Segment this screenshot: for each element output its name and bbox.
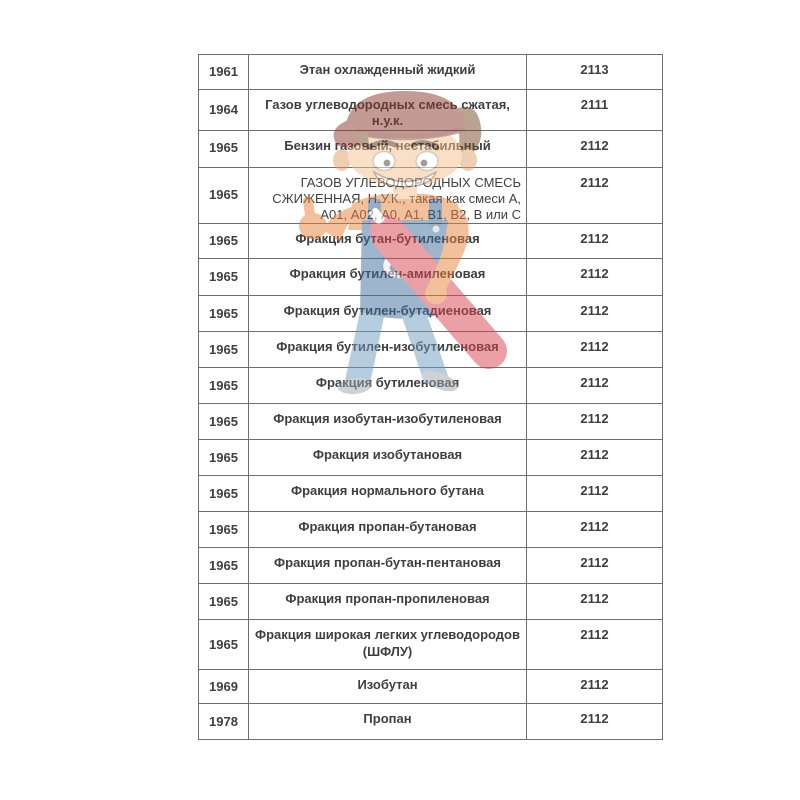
table-row: 1965 Фракция нормального бутана 2112 (198, 475, 663, 513)
table-row: 1965 Фракция изобутановая 2112 (198, 439, 663, 477)
code-cell: 2112 (526, 166, 663, 225)
year-cell: 1965 (198, 166, 249, 225)
year-cell: 1969 (198, 669, 249, 705)
description-cell: Изобутан (248, 669, 527, 705)
code-cell: 2112 (526, 295, 663, 333)
table-row: 1965 Бензин газовый, нестабильный 2112 (198, 129, 663, 168)
description-cell: Фракция бутилен-изобутиленовая (248, 331, 527, 369)
description-cell: Фракция широкая легких углеводородов (ШФ… (248, 619, 527, 671)
year-cell: 1965 (198, 439, 249, 477)
description-cell: ГАЗОВ УГЛЕВОДОРОДНЫХ СМЕСЬ СЖИЖЕННАЯ, Н.… (248, 166, 527, 225)
code-cell: 2112 (526, 511, 663, 549)
code-cell: 2112 (526, 223, 663, 260)
year-cell: 1965 (198, 129, 249, 168)
description-cell: Фракция изобутановая (248, 439, 527, 477)
year-cell: 1978 (198, 703, 249, 741)
code-cell: 2112 (526, 439, 663, 477)
table-row: 1964 Газов углеводородных смесь сжатая, н… (198, 89, 663, 131)
description-cell: Фракция бутан-бутиленовая (248, 223, 527, 260)
description-cell: Пропан (248, 703, 527, 741)
table-row: 1965 Фракция бутан-бутиленовая 2112 (198, 223, 663, 260)
code-cell: 2112 (526, 703, 663, 741)
table-row: 1969 Изобутан 2112 (198, 669, 663, 705)
code-cell: 2112 (526, 669, 663, 705)
year-cell: 1965 (198, 258, 249, 297)
description-cell: Фракция пропан-пропиленовая (248, 583, 527, 621)
description-cell: Фракция бутиленовая (248, 367, 527, 405)
table-row: 1965 Фракция бутилен-бутадиеновая 2112 (198, 295, 663, 333)
code-cell: 2112 (526, 258, 663, 297)
description-cell: Фракция пропан-бутановая (248, 511, 527, 549)
year-cell: 1961 (198, 54, 249, 90)
code-cell: 2112 (526, 403, 663, 441)
code-cell: 2112 (526, 129, 663, 168)
table-body: 1961 Этан охлажденный жидкий 2113 1964 Газов… (198, 54, 663, 741)
year-cell: 1965 (198, 223, 249, 260)
description-cell: Фракция изобутан-изобутиленовая (248, 403, 527, 441)
table-row: 1965 Фракция изобутан-изобутиленовая 2112 (198, 403, 663, 441)
description-cell: Фракция пропан-бутан-пентановая (248, 547, 527, 585)
description-cell: Этан охлажденный жидкий (248, 54, 527, 90)
table-row: 1965 Фракция широкая легких углеводородов… (198, 619, 663, 671)
code-cell: 2112 (526, 547, 663, 585)
description-cell: Фракция нормального бутана (248, 475, 527, 513)
year-cell: 1964 (198, 89, 249, 131)
substance-table: 1961 Этан охлажденный жидкий 2113 1964 Газов… (198, 54, 663, 741)
table-row: 1965 Фракция бутиленовая 2112 (198, 367, 663, 405)
table-row: 1978 Пропан 2112 (198, 703, 663, 741)
code-cell: 2112 (526, 475, 663, 513)
description-cell: Газов углеводородных смесь сжатая, н.у.к… (248, 89, 527, 131)
table-row: 1965 ГАЗОВ УГЛЕВОДОРОДНЫХ СМЕСЬ СЖИЖЕННАЯ… (198, 166, 663, 225)
table-row: 1965 Фракция пропан-пропиленовая 2112 (198, 583, 663, 621)
table-row: 1965 Фракция бутилен-изобутиленовая 2112 (198, 331, 663, 369)
table-row: 1965 Фракция бутилен-амиленовая 2112 (198, 258, 663, 297)
description-cell: Бензин газовый, нестабильный (248, 129, 527, 168)
year-cell: 1965 (198, 547, 249, 585)
code-cell: 2112 (526, 331, 663, 369)
table-row: 1961 Этан охлажденный жидкий 2113 (198, 54, 663, 90)
year-cell: 1965 (198, 475, 249, 513)
year-cell: 1965 (198, 511, 249, 549)
year-cell: 1965 (198, 583, 249, 621)
table-row: 1965 Фракция пропан-бутан-пентановая 2112 (198, 547, 663, 585)
year-cell: 1965 (198, 331, 249, 369)
code-cell: 2112 (526, 583, 663, 621)
year-cell: 1965 (198, 367, 249, 405)
code-cell: 2112 (526, 619, 663, 671)
description-cell: Фракция бутилен-амиленовая (248, 258, 527, 297)
code-cell: 2111 (526, 89, 663, 131)
code-cell: 2113 (526, 54, 663, 90)
year-cell: 1965 (198, 619, 249, 671)
description-cell: Фракция бутилен-бутадиеновая (248, 295, 527, 333)
year-cell: 1965 (198, 403, 249, 441)
code-cell: 2112 (526, 367, 663, 405)
year-cell: 1965 (198, 295, 249, 333)
table-row: 1965 Фракция пропан-бутановая 2112 (198, 511, 663, 549)
